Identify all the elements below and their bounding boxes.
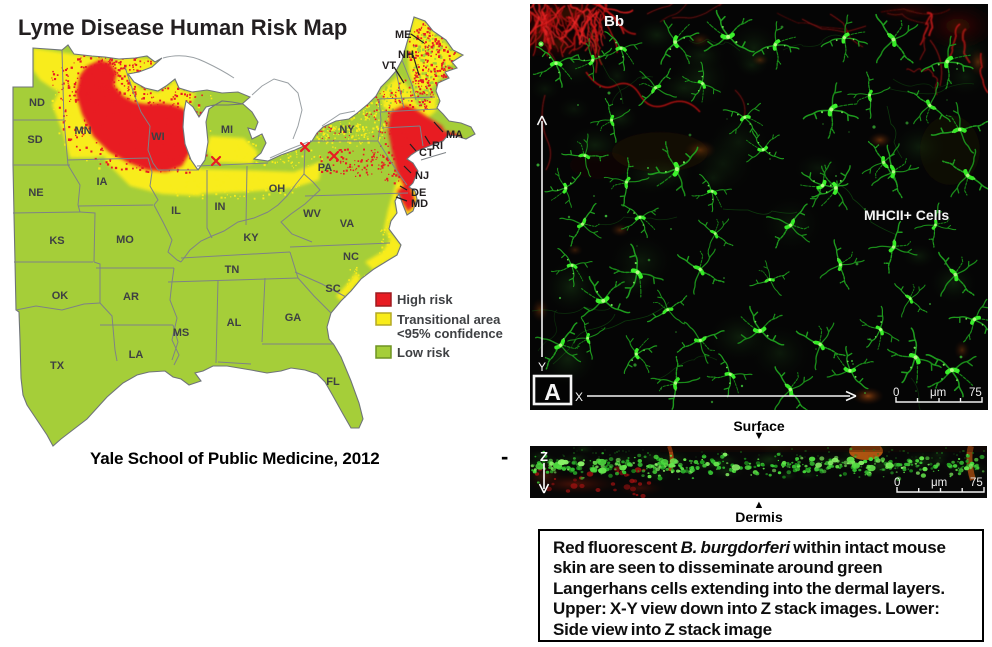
svg-text:NH: NH [398,49,414,61]
svg-text:IN: IN [215,201,226,213]
svg-text:KY: KY [243,232,259,244]
svg-text:NJ: NJ [415,170,429,182]
svg-text:High risk: High risk [397,292,453,307]
svg-text:<95% confidence: <95% confidence [397,326,503,341]
svg-text:NY: NY [339,124,355,136]
svg-text:AR: AR [123,291,139,303]
svg-text:ND: ND [29,97,45,109]
svg-text:ME: ME [395,29,412,41]
svg-text:Z: Z [540,449,548,464]
svg-text:OH: OH [269,183,286,195]
svg-text:SC: SC [325,283,340,295]
svg-text:LA: LA [129,349,144,361]
svg-text:75: 75 [969,387,982,399]
svg-text:WI: WI [151,131,164,143]
svg-text:MD: MD [411,198,428,210]
svg-text:Y: Y [538,360,546,374]
svg-text:MHCII+ Cells: MHCII+ Cells [864,207,949,223]
svg-text:MS: MS [173,327,190,339]
svg-text:NC: NC [343,251,359,263]
svg-text:μm: μm [930,387,946,399]
svg-text:MO: MO [116,234,134,246]
svg-text:MA: MA [446,129,463,141]
svg-text:TN: TN [225,264,240,276]
svg-text:Transitional area: Transitional area [397,312,501,327]
svg-text:KS: KS [49,235,64,247]
svg-text:TX: TX [50,360,65,372]
svg-text:NE: NE [28,187,43,199]
svg-text:0: 0 [894,477,900,489]
svg-text:VA: VA [340,218,355,230]
svg-text:μm: μm [931,477,947,489]
svg-text:CT: CT [419,147,434,159]
svg-text:MN: MN [74,125,91,137]
svg-text:IA: IA [97,176,108,188]
svg-text:OK: OK [52,290,69,302]
svg-text:WV: WV [303,208,321,220]
svg-text:Low risk: Low risk [397,345,451,360]
svg-text:75: 75 [970,477,983,489]
svg-text:VT: VT [382,60,396,72]
svg-text:RI: RI [432,140,443,152]
svg-text:0: 0 [893,387,899,399]
svg-text:X: X [575,390,583,404]
svg-text:IL: IL [171,205,181,217]
svg-text:A: A [544,379,561,405]
svg-text:FL: FL [326,376,340,388]
svg-text:DE: DE [411,187,426,199]
svg-text:GA: GA [285,312,302,324]
svg-text:PA: PA [318,162,333,174]
svg-text:AL: AL [227,317,242,329]
svg-text:Bb: Bb [604,13,624,30]
svg-text:SD: SD [27,134,42,146]
svg-text:MI: MI [221,124,233,136]
